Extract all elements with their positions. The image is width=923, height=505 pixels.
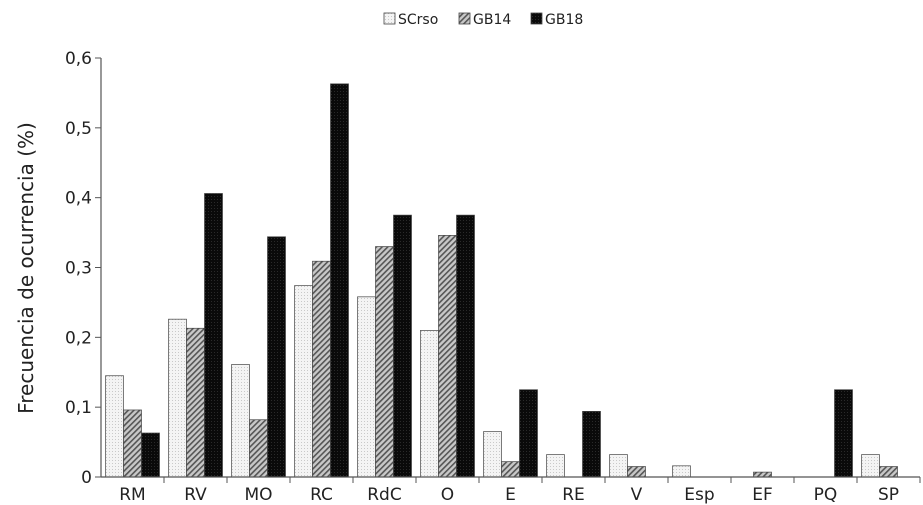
bar-scrso-o [420, 330, 439, 478]
x-tick-label: E [505, 485, 516, 505]
x-tick-label: RV [184, 485, 207, 505]
bar-gb14-rm [123, 409, 142, 478]
x-tick-label: PQ [814, 485, 838, 505]
axes: 0 0,1 0,2 0,3 0,4 0,5 0,6 RM RV MO RC RdC O E RE V Esp EF… [65, 49, 921, 505]
bar-scrso-rv [168, 318, 187, 478]
bar-scrso-rdc [357, 296, 376, 478]
bar-gb18-mo [267, 236, 286, 478]
y-tick-label: 0,2 [65, 328, 92, 348]
bar-gb18-rv [204, 193, 223, 478]
legend-swatch-gb18 [530, 12, 543, 25]
bar-gb14-o [438, 235, 457, 478]
bar-gb14-ef [753, 471, 772, 478]
bar-scrso-re [546, 454, 565, 478]
bar-gb18-e [519, 389, 538, 478]
bars [105, 83, 898, 478]
bar-gb14-sp [879, 466, 898, 478]
bar-gb18-re [582, 411, 601, 478]
bar-gb18-rdc [393, 214, 412, 478]
y-tick-label: 0,4 [65, 189, 92, 209]
legend: SCrso GB14 GB18 [383, 12, 583, 28]
y-tick-label: 0 [81, 468, 92, 488]
bar-scrso-v [609, 454, 628, 478]
bar-gb14-rdc [375, 246, 394, 478]
bar-scrso-esp [672, 465, 691, 478]
bar-scrso-mo [231, 364, 250, 478]
legend-swatch-gb14 [458, 12, 471, 25]
x-tick-label: RdC [367, 485, 401, 505]
y-tick-label: 0,6 [65, 49, 92, 69]
y-axis-title: Frecuencia de ocurrencia (%) [14, 122, 38, 414]
y-tick-label: 0,5 [65, 119, 92, 139]
x-tick-label: RM [119, 485, 145, 505]
bar-scrso-e [483, 431, 502, 478]
legend-label-scrso: SCrso [398, 12, 438, 28]
x-tick-label: RE [562, 485, 585, 505]
bar-gb18-o [456, 214, 475, 478]
bar-gb14-mo [249, 419, 268, 478]
bar-gb14-e [501, 461, 520, 478]
legend-swatch-scrso [383, 12, 396, 25]
legend-label-gb14: GB14 [473, 12, 511, 28]
bar-gb14-rv [186, 327, 205, 478]
x-tick-label: RC [310, 485, 333, 505]
legend-label-gb18: GB18 [545, 12, 583, 28]
bar-gb14-rc [312, 260, 331, 478]
bar-gb18-rm [141, 432, 160, 478]
y-tick-label: 0,3 [65, 259, 92, 279]
y-tick-label: 0,1 [65, 398, 92, 418]
x-tick-label: Esp [684, 485, 714, 505]
bar-gb14-v [627, 466, 646, 478]
bar-scrso-sp [861, 454, 880, 478]
bar-scrso-rm [105, 375, 124, 478]
bar-gb18-pq [834, 389, 853, 478]
x-tick-label: V [631, 485, 643, 505]
bar-gb18-rc [330, 83, 349, 478]
x-tick-label: MO [244, 485, 272, 505]
x-tick-label: SP [878, 485, 899, 505]
x-tick-label: EF [752, 485, 773, 505]
bar-scrso-rc [294, 285, 313, 478]
x-tick-label: O [441, 485, 454, 505]
